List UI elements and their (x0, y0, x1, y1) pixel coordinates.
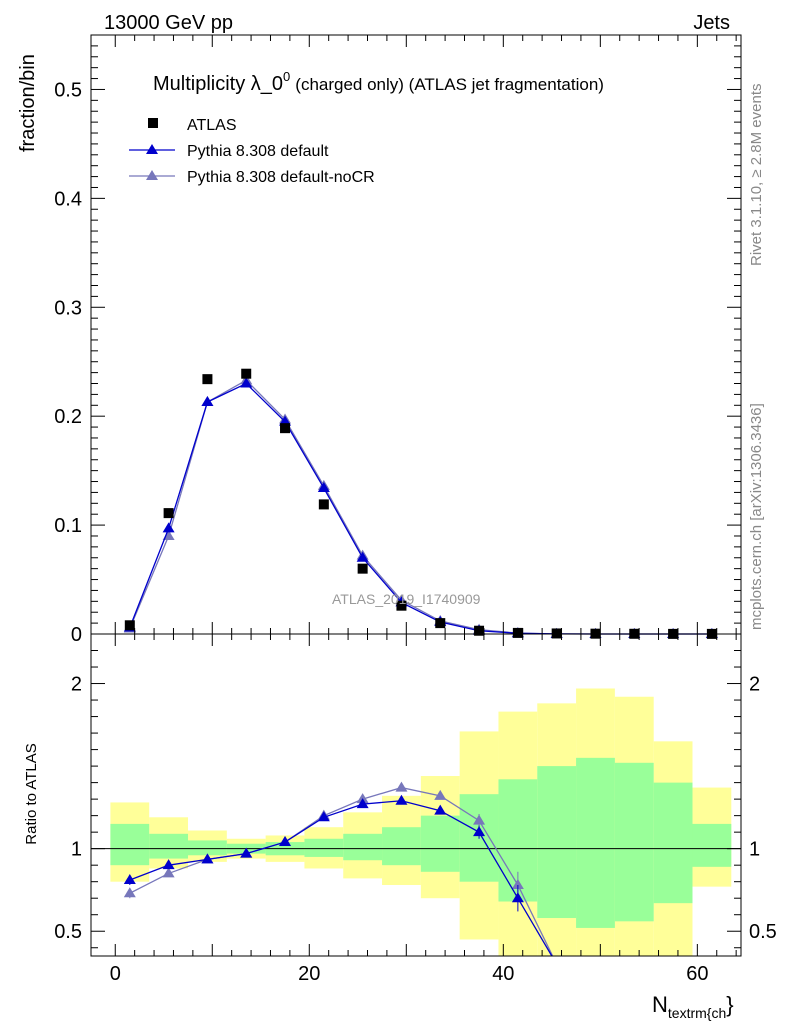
ratio-band-inner-bin (420, 815, 460, 872)
ratio-band-inner-bin (576, 757, 615, 928)
ratio-panel-frame (90, 633, 742, 957)
legend-nocr-label: Pythia 8.308 default-noCR (187, 169, 375, 186)
ratio-tick-label-left: 1 (71, 839, 82, 861)
atlas-data-point (318, 499, 329, 510)
ratio-band-inner-bin (692, 823, 732, 867)
x-tick-label: 60 (686, 963, 708, 985)
atlas-data-point (357, 563, 368, 574)
tick-labels-group: 0 20 40 60 0 0.1 0.2 0.3 0.4 0.5 0.5 0.5 1 1 2 2 (54, 79, 777, 985)
chart-title-superscript: 0 (283, 69, 290, 84)
main-point-default (356, 551, 369, 562)
main-point-default (279, 415, 292, 426)
y-tick-label: 0.1 (54, 515, 82, 537)
analysis-watermark: ATLAS_2019_I1740909 (332, 591, 481, 607)
legend: ATLAS Pythia 8.308 default Pythia 8.308 … (129, 117, 375, 186)
y-tick-label: 0.5 (54, 79, 82, 101)
ratio-line-nocr (129, 786, 554, 956)
ratio-point-default (395, 794, 408, 805)
ratio-point-default (511, 892, 524, 903)
ratio-tick-label-left: 2 (71, 674, 82, 696)
atlas-data-point (435, 618, 446, 629)
atlas-data-point (551, 628, 562, 639)
ratio-band-inner-group (110, 757, 732, 928)
main-point-default (317, 482, 330, 493)
ratio-point-nocr (123, 887, 136, 898)
x-axis-label-main: N (652, 992, 668, 1017)
atlas-data-point (241, 368, 252, 379)
ratio-point-default (162, 859, 175, 870)
ratio-band-inner-bin (110, 823, 150, 866)
x-tick-label: 40 (492, 963, 514, 985)
ratio-point-default (473, 826, 486, 837)
ratio-band-inner-bin (304, 838, 344, 857)
ratio-tick-label-left: 0.5 (54, 921, 82, 943)
legend-nocr-marker (146, 170, 158, 180)
legend-atlas-label: ATLAS (187, 117, 237, 134)
x-axis-label-sub: textrm{ch (668, 1005, 726, 1021)
legend-atlas-marker (148, 118, 158, 128)
ratio-point-nocr (473, 814, 486, 825)
legend-default-marker (146, 144, 158, 154)
ratio-point-default (123, 874, 136, 885)
atlas-data-point (280, 423, 291, 434)
ratio-band-inner-bin (614, 762, 654, 922)
main-point-default (162, 522, 175, 533)
ratio-tick-label-right: 0.5 (749, 921, 777, 943)
chart-title-tail: (charged only) (ATLAS jet fragmentation) (295, 75, 604, 94)
main-point-default (240, 377, 253, 388)
ratio-point-default (279, 836, 292, 847)
atlas-data-point (396, 600, 407, 611)
ratio-line-default (129, 800, 553, 956)
y-tick-label: 0.3 (54, 297, 82, 319)
chart-title: Multiplicity λ_00 (charged only) (ATLAS j… (153, 69, 604, 95)
ratio-band-inner-bin (382, 827, 421, 866)
atlas-data-point (474, 625, 485, 636)
ratio-band-inner-bin (343, 833, 383, 861)
rivet-version-label: Rivet 3.1.10, ≥ 2.8M events (748, 84, 765, 267)
ratio-tick-label-right: 1 (749, 839, 760, 861)
x-axis-label-close: } (726, 992, 733, 1017)
ratio-band-inner-bin (149, 833, 189, 859)
ratio-tick-label-right: 2 (749, 674, 760, 696)
ratio-point-default (317, 811, 330, 822)
x-axis-label: Ntextrm{ch} (652, 992, 734, 1021)
ratio-point-default (201, 853, 214, 864)
mcplots-label: mcplots.cern.ch [arXiv:1306.3436] (748, 403, 765, 630)
ratio-lines-group (91, 781, 741, 956)
ratio-y-axis-label: Ratio to ATLAS (23, 743, 40, 844)
ratio-band-inner-bin (188, 840, 227, 856)
legend-default-label: Pythia 8.308 default (187, 143, 329, 160)
ticks-group (91, 34, 741, 956)
header-right-label: Jets (693, 12, 730, 34)
ratio-point-nocr (434, 789, 447, 800)
y-tick-label: 0.4 (54, 188, 82, 210)
atlas-data-point (512, 627, 523, 638)
atlas-data-point (202, 374, 213, 385)
atlas-data-point (163, 508, 174, 519)
main-point-default (201, 396, 214, 407)
ratio-point-default (240, 847, 253, 858)
y-tick-label: 0 (71, 624, 82, 646)
frames-group (90, 34, 742, 957)
atlas-data-point (124, 620, 135, 631)
y-tick-label: 0.2 (54, 406, 82, 428)
x-tick-label: 0 (110, 963, 121, 985)
ratio-point-nocr (162, 867, 175, 878)
header-left-label: 13000 GeV pp (104, 12, 233, 34)
x-tick-label: 20 (298, 963, 320, 985)
ratio-point-default (356, 798, 369, 809)
ratio-band-inner-bin (537, 766, 577, 919)
ratio-point-nocr (511, 878, 524, 889)
ratio-point-default (434, 804, 447, 815)
ratio-point-nocr (395, 781, 408, 792)
chart-title-main: Multiplicity λ_0 (153, 73, 283, 95)
y-axis-label: fraction/bin (17, 54, 39, 152)
ratio-band-outer-group (110, 688, 732, 956)
ratio-band-inner-bin (653, 782, 693, 904)
